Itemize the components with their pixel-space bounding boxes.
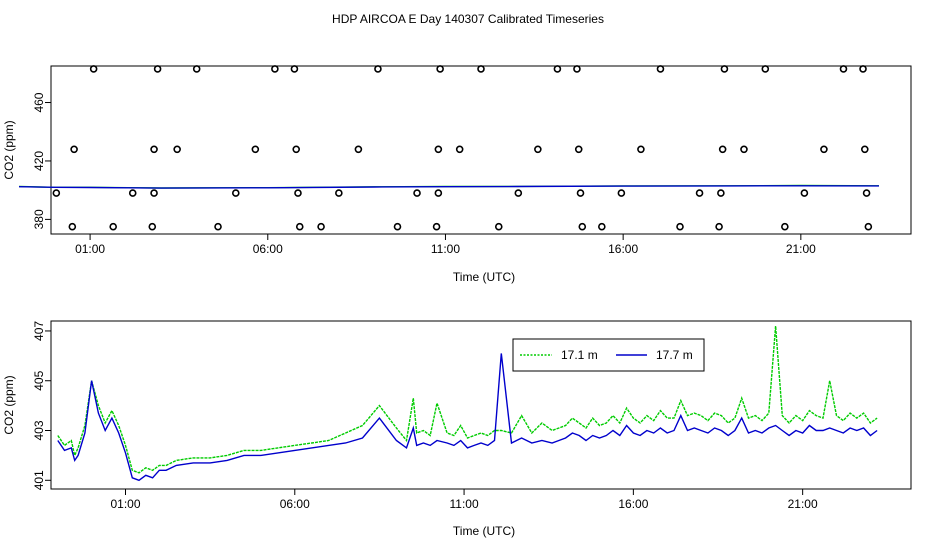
bottom-x-axis: 01:00 06:00 11:00 16:00 21:00: [110, 489, 818, 511]
top-x-axis-label: Time (UTC): [453, 270, 515, 284]
top-y-axis: 380 420 460: [32, 92, 51, 229]
bottom-x-axis-label: Time (UTC): [453, 524, 515, 538]
legend: 17.1 m 17.7 m: [512, 338, 705, 372]
calibration-point: [192, 65, 201, 73]
calibration-point: [717, 189, 725, 197]
calibration-point: [150, 189, 158, 197]
calibration-point: [477, 65, 485, 73]
calibration-point: [839, 65, 848, 73]
calibration-point: [434, 145, 443, 154]
calibration-point: [800, 189, 809, 197]
calibration-point: [374, 65, 382, 73]
calibration-point: [598, 222, 606, 231]
calibration-point: [820, 145, 828, 154]
top-x-tick-label-2: 11:00: [431, 242, 460, 256]
calibration-point: [413, 189, 421, 197]
legend-label-17-1m: 17.1 m: [561, 348, 598, 362]
bottom-series-lines: [57, 325, 878, 482]
calibration-point: [695, 189, 704, 197]
calibration-point: [576, 189, 585, 197]
calibration-point: [617, 189, 626, 197]
calibration-point: [292, 145, 301, 154]
calibration-point: [89, 65, 98, 73]
calibration-point: [637, 145, 645, 154]
top-y-axis-label: CO2 (ppm): [2, 120, 16, 179]
calibration-point: [148, 222, 157, 231]
bottom-series-line-0: [57, 325, 878, 474]
calibration-point: [290, 65, 299, 73]
calibration-point: [862, 189, 871, 197]
calibration-point: [317, 222, 325, 231]
calibration-point: [271, 65, 279, 73]
calibration-point: [150, 145, 158, 154]
calibration-point: [128, 189, 137, 197]
calibration-point: [720, 65, 729, 73]
calibration-point: [434, 189, 443, 197]
bottom-x-tick-label-3: 16:00: [618, 497, 648, 511]
bottom-y-tick-label-3: 407: [32, 321, 46, 341]
calibration-point: [109, 222, 117, 231]
calibration-point: [70, 145, 78, 154]
calibration-point: [574, 145, 583, 154]
top-panel: 01:00 06:00 11:00 16:00 21:00 380 420 460 Time…: [2, 65, 912, 284]
calibration-point: [214, 222, 222, 231]
chart-title: HDP AIRCOA E Day 140307 Calibrated Times…: [332, 12, 604, 26]
calibration-point: [861, 145, 869, 154]
bottom-x-tick-label-2: 11:00: [450, 497, 479, 511]
bottom-panel: 01:00 06:00 11:00 16:00 21:00 401 403 405 407 T…: [2, 320, 912, 538]
top-x-tick-label-1: 06:00: [253, 242, 283, 256]
calibration-point: [864, 222, 873, 231]
calibration-point: [553, 65, 562, 73]
top-x-tick-label-0: 01:00: [75, 242, 105, 256]
calibration-point: [740, 145, 748, 154]
legend-label-17-7m: 17.7 m: [656, 348, 693, 362]
calibration-point: [534, 145, 542, 154]
top-y-tick-label-0: 380: [32, 209, 46, 229]
bottom-y-tick-label-0: 401: [32, 470, 46, 490]
calibration-point: [781, 222, 789, 231]
top-x-tick-label-4: 21:00: [786, 242, 816, 256]
top-calibration-points: [52, 65, 873, 231]
calibration-point: [68, 222, 77, 231]
top-x-axis: 01:00 06:00 11:00 16:00 21:00: [75, 234, 816, 256]
calibration-point: [231, 189, 240, 197]
calibration-point: [436, 65, 444, 73]
bottom-x-tick-label-1: 06:00: [280, 497, 310, 511]
calibration-point: [455, 145, 464, 154]
bottom-y-tick-label-2: 405: [32, 370, 46, 390]
top-series-lines: [18, 184, 880, 189]
calibration-point: [52, 189, 61, 197]
bottom-plot-frame: [50, 320, 912, 490]
calibration-point: [718, 145, 727, 154]
top-y-tick-label-2: 460: [32, 92, 46, 112]
calibration-point: [859, 65, 867, 73]
calibration-point: [432, 222, 441, 231]
calibration-point: [578, 222, 587, 231]
calibration-point: [153, 65, 162, 73]
calibration-point: [295, 222, 304, 231]
calibration-point: [514, 189, 523, 197]
calibration-point: [573, 65, 581, 73]
calibration-point: [354, 145, 363, 154]
calibration-point: [676, 222, 684, 231]
bottom-x-tick-label-0: 01:00: [110, 497, 140, 511]
bottom-y-axis-label: CO2 (ppm): [2, 375, 16, 434]
bottom-x-tick-label-4: 21:00: [788, 497, 818, 511]
bottom-y-axis: 401 403 405 407: [32, 321, 51, 490]
calibration-point: [173, 145, 181, 154]
calibration-point: [761, 65, 770, 73]
bottom-y-tick-label-1: 403: [32, 420, 46, 440]
calibration-point: [656, 65, 665, 73]
calibration-point: [335, 189, 343, 197]
bottom-series-line-1: [57, 353, 878, 482]
top-y-tick-label-1: 420: [32, 151, 46, 171]
calibration-point: [294, 189, 302, 197]
top-series-line-1: [18, 185, 880, 189]
calibration-point: [251, 145, 260, 154]
top-x-tick-label-3: 16:00: [608, 242, 638, 256]
calibration-point: [393, 222, 402, 231]
calibration-point: [715, 222, 723, 231]
calibration-point: [494, 222, 503, 231]
